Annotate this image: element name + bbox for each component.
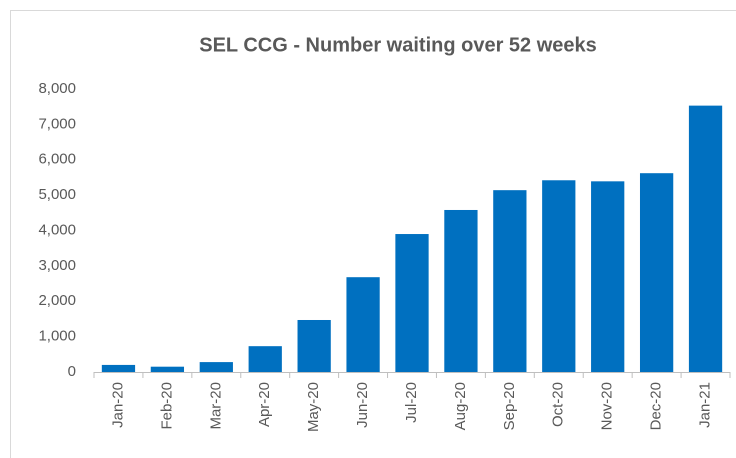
bar: [591, 181, 625, 372]
y-tick-label: 7,000: [38, 115, 76, 132]
y-tick-label: 3,000: [38, 257, 76, 274]
y-tick-label: 8,000: [38, 80, 76, 97]
bar: [639, 173, 674, 372]
x-tick-label: May-20: [305, 382, 322, 432]
bar: [199, 362, 233, 372]
y-tick-label: 6,000: [38, 151, 76, 168]
y-tick-label: 0: [68, 363, 76, 380]
bar: [101, 364, 136, 372]
chart-title: SEL CCG - Number waiting over 52 weeks: [199, 34, 597, 56]
x-tick-label: Apr-20: [256, 382, 273, 427]
x-tick-label: Feb-20: [158, 382, 175, 430]
x-tick-label: Jul-20: [403, 382, 420, 423]
x-tick-label: Nov-20: [599, 382, 616, 430]
x-tick-label: Jan-21: [697, 382, 714, 428]
y-tick-label: 4,000: [38, 221, 76, 238]
y-tick-label: 5,000: [38, 186, 76, 203]
x-tick-label: Mar-20: [207, 382, 224, 430]
bar: [542, 180, 576, 372]
bar: [493, 190, 527, 372]
x-tick-label: Jan-20: [109, 382, 126, 428]
bar: [444, 209, 478, 372]
x-tick-label: Sep-20: [501, 382, 518, 430]
bar: [395, 234, 429, 372]
x-tick-label: Dec-20: [648, 382, 665, 430]
bar: [248, 346, 282, 372]
bar: [346, 277, 380, 372]
x-tick-label: Jun-20: [354, 382, 371, 428]
bar: [688, 105, 723, 372]
bar: [150, 366, 185, 372]
x-tick-label: Aug-20: [452, 382, 469, 430]
x-tick-label: Oct-20: [550, 382, 567, 427]
y-tick-label: 1,000: [38, 328, 76, 345]
bar: [297, 319, 331, 372]
y-tick-label: 2,000: [38, 292, 76, 309]
